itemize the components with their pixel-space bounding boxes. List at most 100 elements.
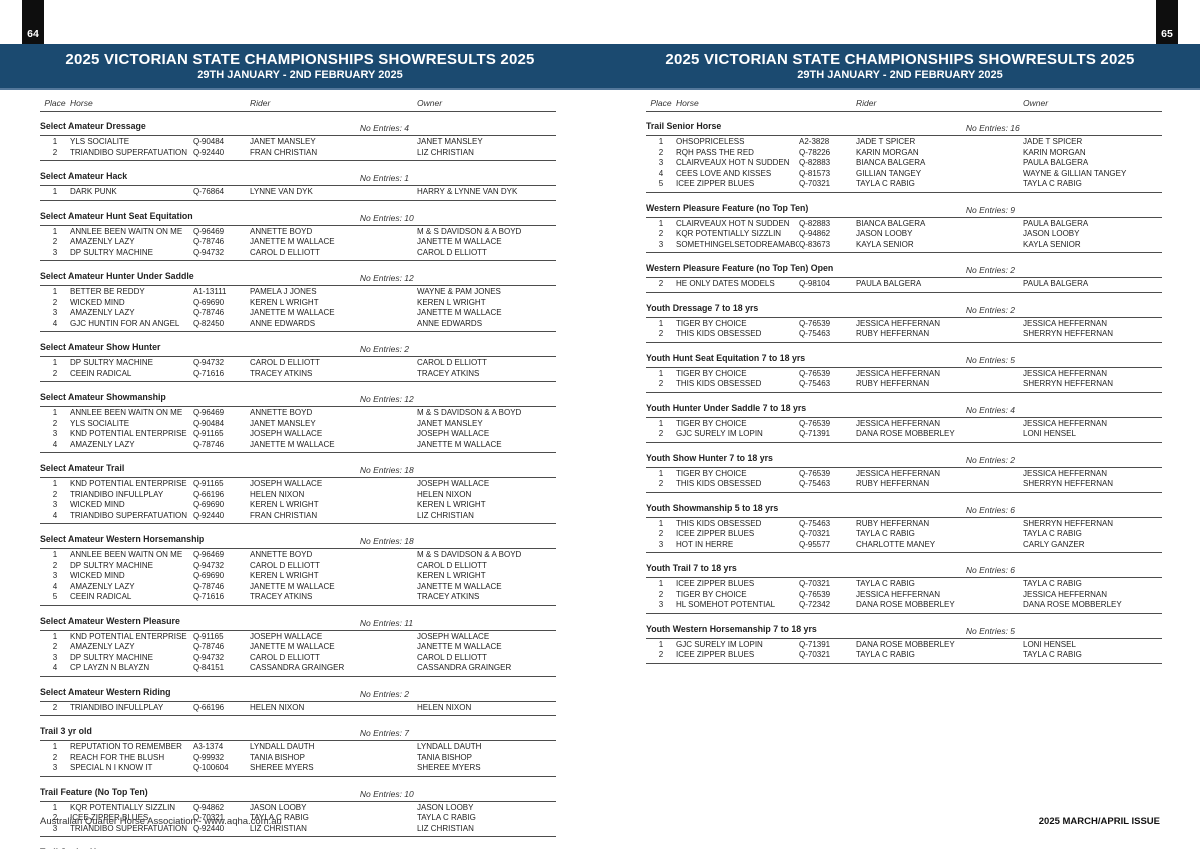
cell-rider: KEREN L WRIGHT (250, 500, 319, 509)
results-section: Western Pleasure Feature (no Top Ten) No … (646, 195, 1162, 253)
cell-place: 3 (658, 600, 664, 609)
cell-owner: CAROL D ELLIOTT (417, 247, 487, 257)
cell-place: 3 (52, 247, 58, 257)
cell-place: 1 (52, 358, 58, 367)
section-title: Select Amateur Showmanship (40, 392, 166, 402)
cell-place: 2 (52, 489, 58, 499)
cell-place: 2 (52, 813, 58, 822)
column-header-reg (799, 98, 856, 109)
section-title: Youth Trail 7 to 18 yrs (646, 563, 737, 573)
cell-registration: Q-83673 (799, 239, 831, 249)
cell-horse: REPUTATION TO REMEMBER (70, 742, 182, 751)
results-section: Select Amateur Western Horsemanship No En… (40, 526, 556, 606)
cell-place: 1 (52, 631, 58, 641)
cell-registration: Q-70321 (799, 650, 831, 659)
section-header: Youth Trail 7 to 18 yrs No Entries: 6 (646, 555, 1162, 578)
cell-rider: KAYLA SENIOR (856, 239, 914, 249)
page-64: Place Horse Rider Owner Select Amateur D… (0, 98, 600, 849)
cell-rider: JESSICA HEFFERNAN (856, 589, 941, 599)
section-entry-count: No Entries: 2 (359, 688, 410, 699)
cell-horse: TIGER BY CHOICE (676, 468, 747, 478)
section-entry-count: No Entries: 16 (965, 123, 1020, 133)
cell-horse: BETTER BE REDDY (70, 287, 145, 296)
cell-place: 1 (658, 218, 664, 228)
table-row: 2 ICEE ZIPPER BLUES Q-70321 TAYLA C RABIG TA… (40, 813, 556, 824)
cell-owner: PAULA BALGERA (1023, 158, 1089, 167)
cell-registration: Q-94862 (193, 802, 225, 812)
cell-rider: JANETTE M WALLACE (250, 439, 335, 449)
cell-registration: Q-76539 (799, 418, 831, 428)
column-header-reg (193, 98, 250, 109)
table-row: 4 AMAZENLY LAZY Q-78746 JANETTE M WALLACE JA… (40, 582, 556, 593)
cell-owner: TAYLA C RABIG (1023, 579, 1082, 588)
cell-owner: JANETTE M WALLACE (417, 642, 502, 651)
cell-horse: DP SULTRY MACHINE (70, 247, 153, 257)
section-header: Select Amateur Hack No Entries: 1 (40, 163, 556, 186)
cell-horse: WICKED MIND (70, 571, 125, 580)
cell-registration: Q-91165 (193, 429, 224, 438)
cell-horse: ICEE ZIPPER BLUES (676, 179, 755, 188)
cell-rider: TRACEY ATKINS (250, 368, 313, 378)
cell-owner: TANIA BISHOP (417, 752, 472, 762)
section-rows: 1 OHSOPRICELESS A2-3828 JADE T SPICER JADE T… (646, 136, 1162, 193)
table-row: 2 AMAZENLY LAZY Q-78746 JANETTE M WALLACE JA… (40, 237, 556, 248)
section-entry-count: No Entries: 2 (965, 265, 1016, 275)
cell-horse: AMAZENLY LAZY (70, 308, 135, 317)
cell-rider: DANA ROSE MOBBERLEY (856, 600, 955, 609)
table-row: 2 THIS KIDS OBSESSED Q-75463 RUBY HEFFERNAN… (646, 479, 1162, 490)
section-title: Select Amateur Western Riding (40, 686, 171, 697)
cell-horse: CLAIRVEAUX HOT N SUDDEN (676, 218, 790, 228)
cell-horse: ICEE ZIPPER BLUES (70, 813, 149, 822)
table-row: 3 CLAIRVEAUX HOT N SUDDEN Q-82883 BIANCA BA… (646, 158, 1162, 169)
cell-registration: Q-70321 (193, 813, 225, 822)
cell-horse: DP SULTRY MACHINE (70, 358, 153, 367)
cell-owner: JESSICA HEFFERNAN (1023, 318, 1108, 328)
section-header: Trail Senior Horse No Entries: 16 (646, 113, 1162, 136)
cell-registration: Q-75463 (799, 379, 831, 388)
cell-horse: DP SULTRY MACHINE (70, 560, 153, 570)
cell-rider: LYNDALL DAUTH (250, 742, 315, 751)
cell-rider: TAYLA C RABIG (250, 813, 309, 822)
cell-place: 4 (52, 581, 58, 591)
cell-owner: KAYLA SENIOR (1023, 239, 1081, 249)
cell-place: 2 (658, 589, 664, 599)
cell-rider: ANNE EDWARDS (250, 318, 316, 328)
table-row: 4 CP LAYZN N BLAYZN Q-84151 CASSANDRA GRAIN… (40, 663, 556, 674)
column-header-row: Place Horse Rider Owner (646, 98, 1162, 112)
cell-place: 2 (52, 237, 58, 246)
cell-horse: THIS KIDS OBSESSED (676, 479, 762, 488)
table-row: 1 ANNLEE BEEN WAITN ON ME Q-96469 ANNETTE B… (40, 550, 556, 561)
cell-owner: PAULA BALGERA (1023, 279, 1089, 288)
section-title: Western Pleasure Feature (no Top Ten) (646, 202, 809, 213)
section-header: Youth Hunter Under Saddle 7 to 18 yrs No … (646, 395, 1162, 418)
cell-place: 5 (658, 179, 664, 188)
cell-horse: CEEIN RADICAL (70, 592, 132, 601)
cell-owner: JESSICA HEFFERNAN (1023, 468, 1108, 478)
section-entry-count: No Entries: 1 (359, 173, 410, 183)
section-rows: 1 TIGER BY CHOICE Q-76539 JESSICA HEFFERNAN… (646, 468, 1162, 493)
results-section: Trail Feature (No Top Ten) No Entries: 10… (40, 779, 556, 837)
section-header: Western Pleasure Feature (no Top Ten) Op… (646, 255, 1162, 278)
cell-registration: Q-69690 (193, 297, 225, 307)
cell-horse: ANNLEE BEEN WAITN ON ME (70, 226, 183, 236)
cell-place: 2 (658, 147, 664, 157)
table-row: 1 TIGER BY CHOICE Q-76539 JESSICA HEFFERNAN… (646, 369, 1162, 380)
results-section: Select Amateur Trail No Entries: 18 1 KND P… (40, 455, 556, 524)
cell-owner: KEREN L WRIGHT (417, 297, 486, 307)
cell-rider: JESSICA HEFFERNAN (856, 318, 941, 328)
results-section: Select Amateur Hack No Entries: 1 1 DARK PU… (40, 163, 556, 201)
section-title: Select Amateur Dressage (40, 121, 146, 131)
cell-horse: CP LAYZN N BLAYZN (70, 663, 150, 672)
cell-registration: Q-69690 (193, 571, 225, 580)
section-entry-count: No Entries: 10 (359, 212, 414, 223)
cell-owner: TRACEY ATKINS (417, 592, 480, 601)
cell-rider: KEREN L WRIGHT (250, 571, 319, 580)
cell-registration: Q-70321 (799, 179, 831, 188)
section-header: Select Amateur Hunt Seat Equitation No En… (40, 203, 556, 226)
section-title: Select Amateur Hack (40, 171, 128, 181)
table-row: 3 HL SOMEHOT POTENTIAL Q-72342 DANA ROSE MO… (646, 600, 1162, 611)
cell-rider: DANA ROSE MOBBERLEY (856, 639, 955, 649)
cell-place: 1 (52, 226, 58, 236)
section-header: Select Amateur Western Riding No Entries:… (40, 679, 556, 702)
